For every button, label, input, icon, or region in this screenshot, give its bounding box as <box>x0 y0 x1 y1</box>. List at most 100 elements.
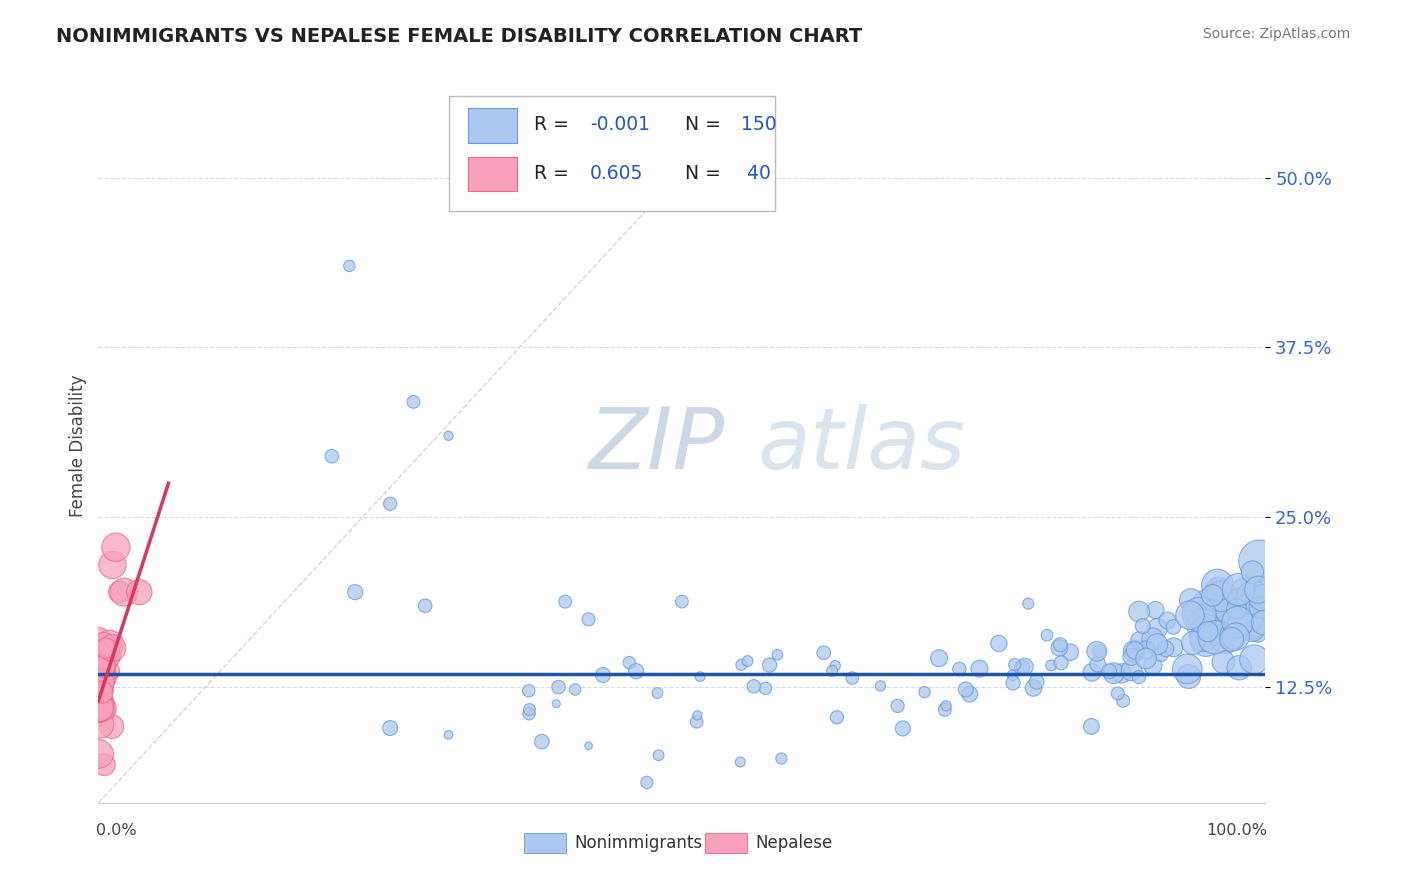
Point <box>93 670 115 684</box>
Point <box>987 636 1010 650</box>
Point <box>1184 607 1206 621</box>
Point <box>1246 594 1268 608</box>
Point <box>90 643 112 657</box>
Point <box>1227 582 1250 597</box>
Point <box>1014 659 1036 673</box>
Point <box>1202 611 1225 625</box>
Point <box>1154 641 1177 656</box>
Point <box>1129 633 1152 648</box>
Point <box>1098 665 1121 679</box>
Point <box>554 594 576 608</box>
Point <box>344 585 367 599</box>
Point <box>89 700 111 714</box>
Point <box>90 683 112 698</box>
Point <box>737 654 759 668</box>
Point <box>1219 601 1241 615</box>
Point <box>671 594 693 608</box>
Point <box>89 697 111 711</box>
Point <box>689 670 711 684</box>
Point <box>1197 624 1219 639</box>
Point <box>841 671 863 685</box>
Text: R =: R = <box>534 164 568 183</box>
Point <box>1177 669 1199 683</box>
Point <box>813 646 835 660</box>
Point <box>824 658 846 673</box>
Point <box>94 652 117 666</box>
Point <box>94 641 117 656</box>
Point <box>1182 636 1205 650</box>
Point <box>730 755 752 769</box>
Point <box>1241 591 1264 605</box>
Point <box>1128 670 1150 684</box>
Point <box>1227 661 1250 675</box>
Point <box>1247 582 1270 597</box>
Point <box>100 719 122 733</box>
Point <box>564 682 586 697</box>
Point <box>93 757 115 772</box>
Point <box>1123 644 1146 658</box>
Text: ZIP: ZIP <box>589 404 725 488</box>
Point <box>578 612 600 626</box>
Point <box>730 657 752 672</box>
Point <box>770 751 793 765</box>
Text: Source: ZipAtlas.com: Source: ZipAtlas.com <box>1202 27 1350 41</box>
Point <box>959 687 981 701</box>
Point <box>686 714 709 729</box>
Point <box>891 722 914 736</box>
Point <box>626 665 648 679</box>
Point <box>742 679 765 693</box>
Point <box>517 683 540 698</box>
Point <box>380 497 402 511</box>
Point <box>758 658 780 673</box>
Point <box>547 680 569 694</box>
Point <box>1209 615 1232 630</box>
Point <box>1249 554 1271 568</box>
Point <box>1249 600 1271 615</box>
Point <box>1211 589 1233 603</box>
Point <box>1022 681 1045 695</box>
Point <box>766 648 789 662</box>
Point <box>1226 615 1249 629</box>
Point <box>948 662 970 676</box>
Point <box>592 668 614 682</box>
Point <box>1208 625 1230 640</box>
Point <box>647 748 669 763</box>
Point <box>1178 608 1201 623</box>
Point <box>91 657 114 672</box>
Point <box>1195 634 1218 648</box>
Point <box>1192 631 1215 645</box>
Point <box>1197 622 1219 636</box>
Point <box>1025 674 1047 689</box>
Point <box>935 698 957 713</box>
Point <box>90 665 112 680</box>
Point <box>1206 578 1229 592</box>
Point <box>437 429 460 443</box>
Point <box>1192 618 1215 632</box>
Point <box>517 706 540 721</box>
Point <box>1132 619 1154 633</box>
Point <box>108 585 131 599</box>
Point <box>1080 719 1102 733</box>
Point <box>1212 655 1234 669</box>
Point <box>1244 582 1267 597</box>
Point <box>1251 591 1274 605</box>
Point <box>578 739 600 753</box>
Point <box>1188 607 1211 622</box>
Y-axis label: Female Disability: Female Disability <box>69 375 87 517</box>
Point <box>89 717 111 731</box>
Point <box>1163 620 1185 634</box>
Point <box>1226 592 1249 607</box>
Point <box>89 632 111 647</box>
Text: N =: N = <box>685 115 721 135</box>
Point <box>1163 640 1185 655</box>
Text: Nonimmigrants: Nonimmigrants <box>575 834 703 852</box>
Point <box>825 710 848 724</box>
Point <box>1156 614 1178 628</box>
Point <box>1102 666 1125 681</box>
Point <box>1111 666 1133 681</box>
Point <box>519 702 541 716</box>
Point <box>1036 628 1059 642</box>
Point <box>1233 584 1256 599</box>
Point <box>1040 658 1063 673</box>
Text: NONIMMIGRANTS VS NEPALESE FEMALE DISABILITY CORRELATION CHART: NONIMMIGRANTS VS NEPALESE FEMALE DISABIL… <box>56 27 862 45</box>
